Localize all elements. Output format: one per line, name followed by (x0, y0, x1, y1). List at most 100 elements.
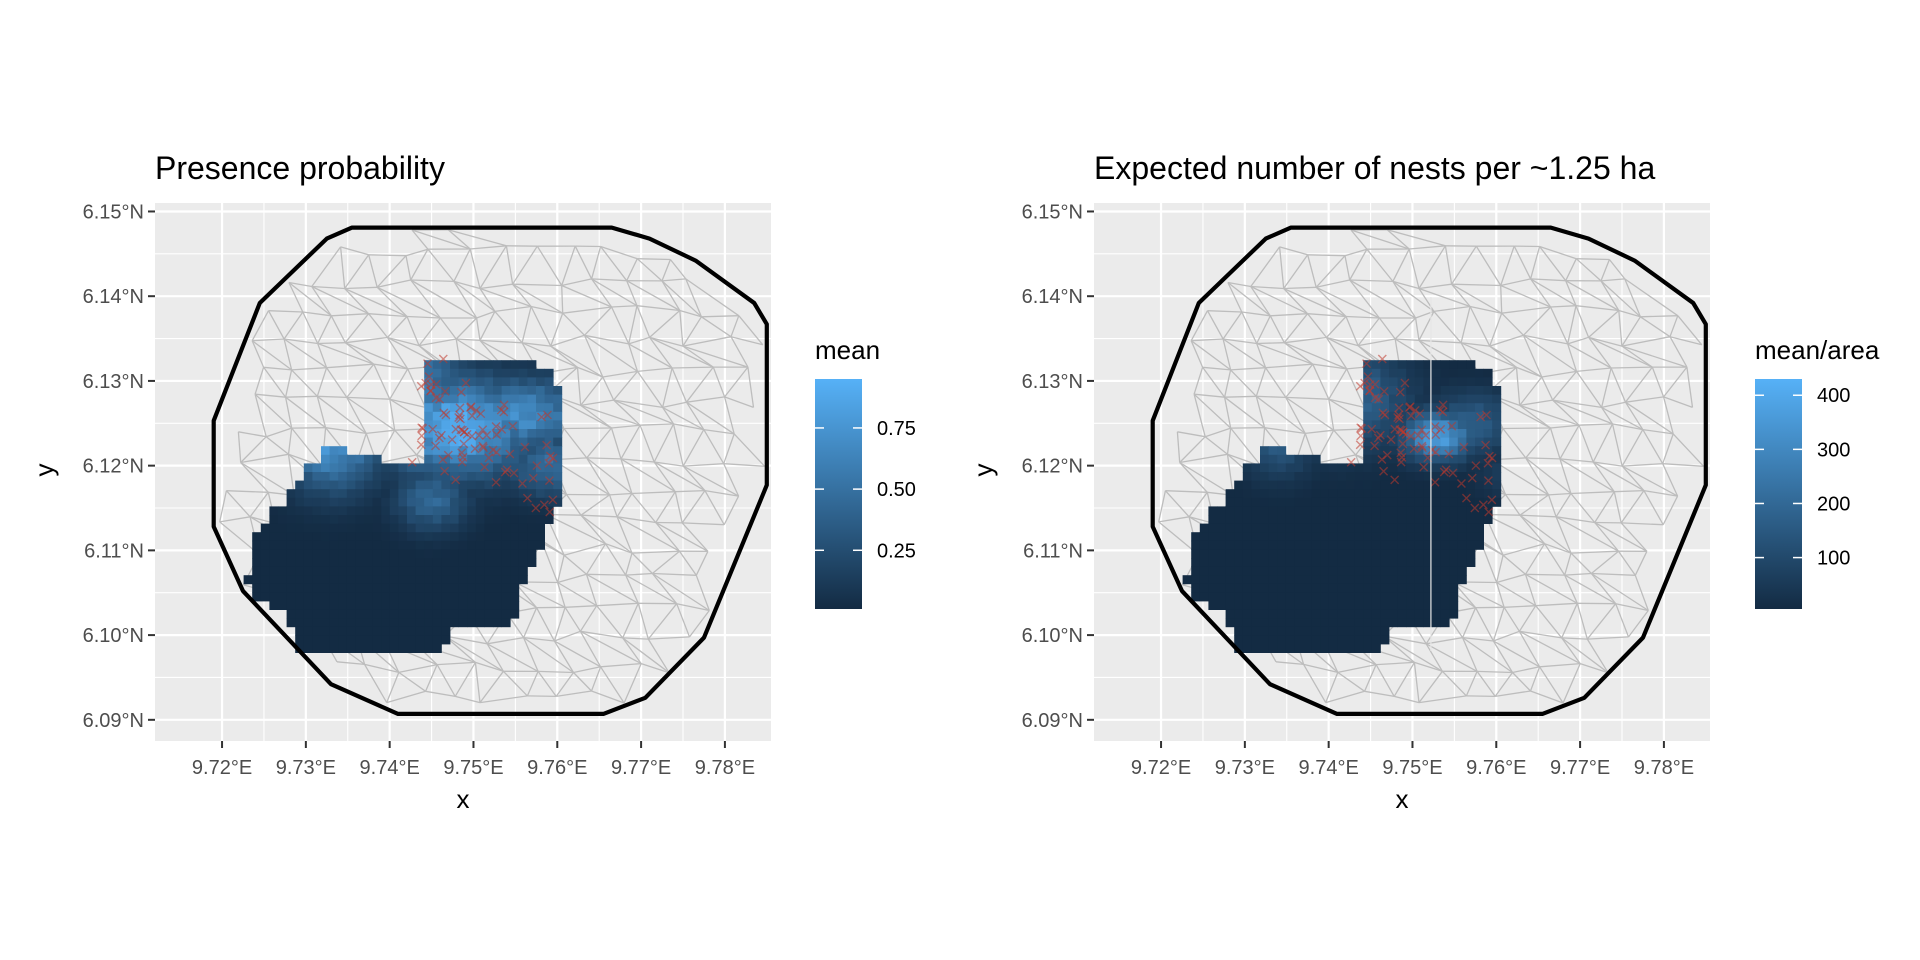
mesh-edge (580, 399, 614, 407)
raster-cell (312, 601, 322, 610)
raster-cell (1268, 454, 1278, 464)
raster-cell (1260, 515, 1269, 524)
raster-cell (269, 583, 279, 593)
raster-cell (415, 575, 425, 585)
raster-cell (364, 497, 373, 507)
mesh-edge (669, 259, 687, 280)
mesh-edge (1672, 433, 1705, 467)
raster-cell (1354, 558, 1364, 567)
mesh-edge (251, 310, 270, 342)
observed-point (478, 441, 488, 451)
y-tick-label: 6.10°N (83, 625, 144, 647)
raster-cell (329, 463, 339, 473)
raster-cell (1414, 377, 1424, 387)
raster-cell (1328, 618, 1338, 628)
mesh-edge (681, 490, 706, 524)
raster-cell (1234, 497, 1244, 507)
mesh-edge (1433, 305, 1471, 313)
raster-cell (364, 549, 373, 559)
mesh-edge (602, 376, 615, 401)
mesh-edge (608, 494, 618, 518)
raster-cell (432, 558, 442, 567)
raster-cell (1320, 644, 1330, 653)
raster-cell (1406, 575, 1416, 585)
observed-point (459, 439, 469, 449)
raster-cell (286, 592, 296, 602)
observed-point (509, 468, 519, 478)
raster-cell (501, 532, 511, 542)
raster-cell (1303, 480, 1312, 490)
raster-cell (1371, 618, 1381, 628)
mesh-edge (611, 424, 641, 429)
raster-cell (1328, 532, 1338, 542)
raster-cell (467, 480, 477, 490)
raster-cell (1432, 506, 1441, 516)
mesh-edge (701, 316, 732, 338)
mesh-edge (1469, 305, 1502, 314)
mesh-edge (389, 398, 426, 409)
legend-label: 0.50 (877, 479, 916, 501)
mesh-edge (580, 404, 612, 429)
raster-cell (458, 523, 468, 533)
raster-cell (1199, 540, 1209, 550)
mesh-edge (623, 663, 642, 704)
mesh-edge (311, 285, 369, 315)
mesh-edge (620, 458, 676, 493)
raster-cell (398, 472, 408, 481)
raster-cell (1268, 635, 1278, 645)
raster-cell (381, 575, 391, 585)
raster-cell (1483, 497, 1493, 507)
raster-cell (450, 368, 459, 378)
raster-cell (1406, 558, 1416, 567)
raster-cell (260, 549, 270, 559)
raster-cell (321, 609, 330, 619)
raster-cell (553, 489, 563, 499)
legend-title: mean/area (1755, 335, 1880, 365)
raster-cell (1260, 635, 1269, 645)
raster-cell (1432, 532, 1441, 542)
y-tick-label: 6.14°N (1022, 286, 1083, 308)
mesh-edge (628, 305, 638, 345)
raster-cell (441, 368, 451, 378)
mesh-edge (580, 494, 610, 516)
mesh-edge (565, 605, 597, 608)
raster-cell (338, 532, 348, 542)
mesh-edge (1555, 493, 1572, 518)
raster-cell (1406, 386, 1416, 395)
raster-cell (493, 523, 502, 533)
mesh-edge (1386, 229, 1410, 250)
mesh-edge (596, 602, 639, 607)
raster-cell (346, 558, 356, 567)
mesh-edge (1350, 229, 1368, 250)
raster-cell (398, 515, 408, 524)
mesh-edge (1326, 316, 1347, 338)
raster-cell (1389, 497, 1398, 507)
raster-cell (1260, 601, 1269, 610)
mesh-edge (1227, 281, 1271, 317)
mesh-edge (1592, 461, 1645, 492)
raster-cell (1346, 489, 1355, 499)
raster-cell (484, 523, 494, 533)
mesh-edge (682, 465, 739, 497)
mesh-edge (1345, 315, 1380, 319)
observed-point (428, 424, 438, 434)
mesh-edge (1525, 573, 1578, 604)
raster-cell (381, 609, 391, 619)
raster-cell (484, 360, 494, 370)
raster-cell (1389, 515, 1398, 524)
observed-point (467, 411, 477, 421)
raster-cell (278, 601, 287, 610)
raster-cell (510, 489, 520, 499)
mesh-edge (636, 305, 651, 338)
mesh-edge (586, 573, 639, 604)
raster-cell (1303, 515, 1312, 524)
mesh-edge (1489, 334, 1524, 347)
mesh-edge (676, 603, 691, 638)
mesh-edge (1610, 367, 1627, 403)
raster-cell (544, 403, 554, 413)
observed-point (1382, 450, 1392, 460)
mesh-edge (1576, 367, 1612, 373)
raster-cell (458, 618, 468, 628)
raster-cell (1371, 489, 1381, 499)
raster-cell (1346, 566, 1355, 576)
